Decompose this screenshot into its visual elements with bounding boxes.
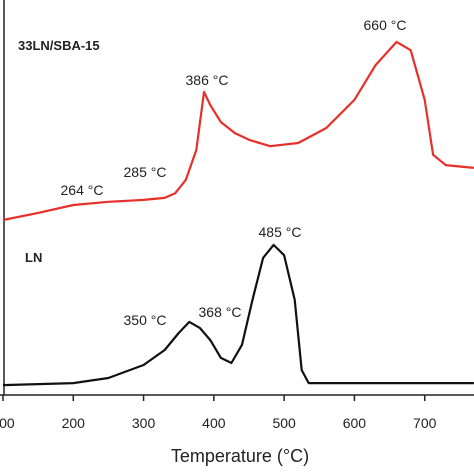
annotation: 660 °C xyxy=(364,17,407,33)
annotation: 285 °C xyxy=(124,164,167,180)
x-tick-label: 100 xyxy=(0,415,15,431)
annotation: 485 °C xyxy=(259,224,302,240)
x-tick-label: 200 xyxy=(62,415,86,431)
line-series xyxy=(2,40,474,222)
series-label: LN xyxy=(25,250,42,265)
x-tick-label: 300 xyxy=(132,415,156,431)
x-tick-label: 700 xyxy=(413,415,437,431)
line-series xyxy=(2,243,474,387)
x-tick-label: 400 xyxy=(202,415,226,431)
annotation: 368 °C xyxy=(199,304,242,320)
x-tick-label: 600 xyxy=(343,415,367,431)
annotation: 350 °C xyxy=(124,312,167,328)
series-label: 33LN/SBA-15 xyxy=(18,38,100,53)
x-tick-label: 500 xyxy=(272,415,296,431)
annotation: 264 °C xyxy=(61,182,104,198)
annotation: 386 °C xyxy=(186,72,229,88)
x-axis-label: Temperature (°C) xyxy=(171,446,309,466)
